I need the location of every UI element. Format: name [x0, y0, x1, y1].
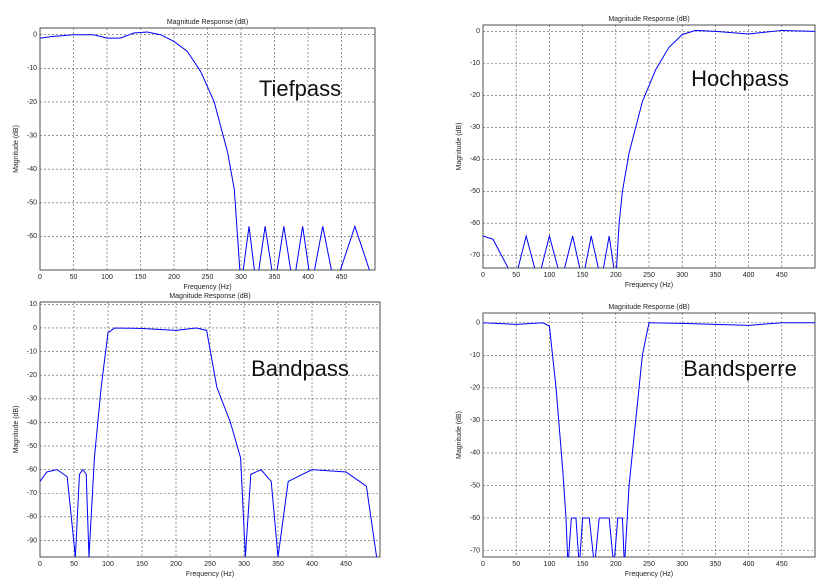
x-tick-label: 350: [269, 274, 281, 281]
x-tick-label: 0: [38, 561, 42, 568]
y-tick-label: 0: [476, 28, 480, 35]
y-tick-label: -40: [470, 450, 480, 457]
x-tick-label: 50: [70, 561, 78, 568]
annotation: Bandsperre: [683, 356, 797, 381]
y-tick-label: -20: [470, 385, 480, 392]
line: [40, 327, 378, 557]
y-tick-label: 0: [33, 325, 37, 332]
x-tick-label: 250: [202, 274, 214, 281]
x-tick-label: 400: [306, 561, 318, 568]
x-tick-label: 300: [238, 561, 250, 568]
x-axis-label: Frequency (Hz): [186, 571, 234, 578]
y-axis-label: Magnitude (dB): [13, 125, 20, 173]
y-tick-label: -30: [27, 396, 37, 403]
y-tick-label: -30: [470, 417, 480, 424]
x-tick-label: 100: [544, 561, 556, 568]
chart: Magnitude Response (dB) Frequency (Hz) Mag…: [456, 16, 816, 289]
y-tick-label: 0: [476, 320, 480, 327]
chart: Magnitude Response (dB) Frequency (Hz) Mag…: [13, 19, 376, 291]
chart: Magnitude Response (dB) Frequency (Hz) Mag…: [13, 293, 381, 578]
x-tick-label: 250: [643, 272, 655, 279]
line: [483, 29, 815, 268]
x-tick-label: 150: [136, 561, 148, 568]
chart-title: Magnitude Response (dB): [167, 19, 248, 26]
x-tick-label: 100: [544, 272, 556, 279]
x-tick-label: 300: [235, 274, 247, 281]
chart-title: Magnitude Response (dB): [608, 304, 689, 311]
x-axis-label: Frequency (Hz): [625, 282, 673, 289]
y-tick-label: -60: [470, 515, 480, 522]
x-tick-label: 50: [70, 274, 78, 281]
y-tick-label: -30: [27, 132, 37, 139]
x-tick-label: 100: [102, 561, 114, 568]
x-tick-label: 150: [135, 274, 147, 281]
x-tick-label: 350: [272, 561, 284, 568]
x-tick-label: 350: [710, 272, 722, 279]
y-tick-label: -60: [470, 220, 480, 227]
x-tick-label: 250: [204, 561, 216, 568]
y-tick-label: -50: [470, 188, 480, 195]
line: [40, 31, 370, 270]
y-tick-label: -70: [27, 490, 37, 497]
y-axis-label: Magnitude (dB): [456, 411, 463, 459]
y-tick-label: -50: [27, 443, 37, 450]
y-tick-label: -30: [470, 124, 480, 131]
x-tick-label: 200: [170, 561, 182, 568]
y-tick-label: -20: [470, 92, 480, 99]
x-tick-label: 0: [481, 561, 485, 568]
x-axis-label: Frequency (Hz): [625, 571, 673, 578]
y-tick-label: -70: [470, 547, 480, 554]
x-tick-label: 50: [512, 561, 520, 568]
x-tick-label: 200: [168, 274, 180, 281]
x-tick-label: 50: [512, 272, 520, 279]
y-tick-label: -60: [27, 233, 37, 240]
y-tick-label: -20: [27, 372, 37, 379]
x-tick-label: 250: [643, 561, 655, 568]
y-tick-label: -60: [27, 466, 37, 473]
y-tick-label: -10: [27, 65, 37, 72]
x-tick-label: 200: [610, 561, 622, 568]
x-tick-label: 150: [577, 272, 589, 279]
y-tick-label: 10: [29, 301, 37, 308]
y-tick-label: -70: [470, 252, 480, 259]
chart-title: Magnitude Response (dB): [169, 293, 250, 300]
y-tick-label: -40: [27, 419, 37, 426]
annotation: Bandpass: [251, 356, 349, 381]
y-tick-label: -40: [27, 166, 37, 173]
y-tick-label: 0: [33, 32, 37, 39]
y-tick-label: -50: [470, 482, 480, 489]
x-tick-label: 400: [743, 272, 755, 279]
x-tick-label: 300: [676, 272, 688, 279]
x-tick-label: 150: [577, 561, 589, 568]
x-tick-label: 0: [481, 272, 485, 279]
x-tick-label: 0: [38, 274, 42, 281]
annotation: Hochpass: [691, 66, 789, 91]
y-axis-label: Magnitude (dB): [13, 406, 20, 454]
x-tick-label: 350: [710, 561, 722, 568]
x-tick-label: 300: [676, 561, 688, 568]
chart: Magnitude Response (dB) Frequency (Hz) Mag…: [456, 304, 816, 578]
x-tick-label: 450: [340, 561, 352, 568]
y-tick-label: -40: [470, 156, 480, 163]
x-axis-label: Frequency (Hz): [183, 284, 231, 291]
x-tick-label: 400: [302, 274, 314, 281]
y-tick-label: -10: [470, 60, 480, 67]
y-tick-label: -10: [27, 348, 37, 355]
annotation: Tiefpass: [259, 76, 341, 101]
y-tick-label: -90: [27, 537, 37, 544]
y-axis-label: Magnitude (dB): [456, 123, 463, 171]
x-tick-label: 450: [776, 561, 788, 568]
y-tick-label: -20: [27, 99, 37, 106]
y-tick-label: -50: [27, 200, 37, 207]
x-tick-label: 400: [743, 561, 755, 568]
chart-title: Magnitude Response (dB): [608, 16, 689, 23]
line: [483, 322, 815, 557]
x-tick-label: 450: [776, 272, 788, 279]
x-tick-label: 200: [610, 272, 622, 279]
y-tick-label: -80: [27, 514, 37, 521]
x-tick-label: 450: [336, 274, 348, 281]
x-tick-label: 100: [101, 274, 113, 281]
y-tick-label: -10: [470, 352, 480, 359]
